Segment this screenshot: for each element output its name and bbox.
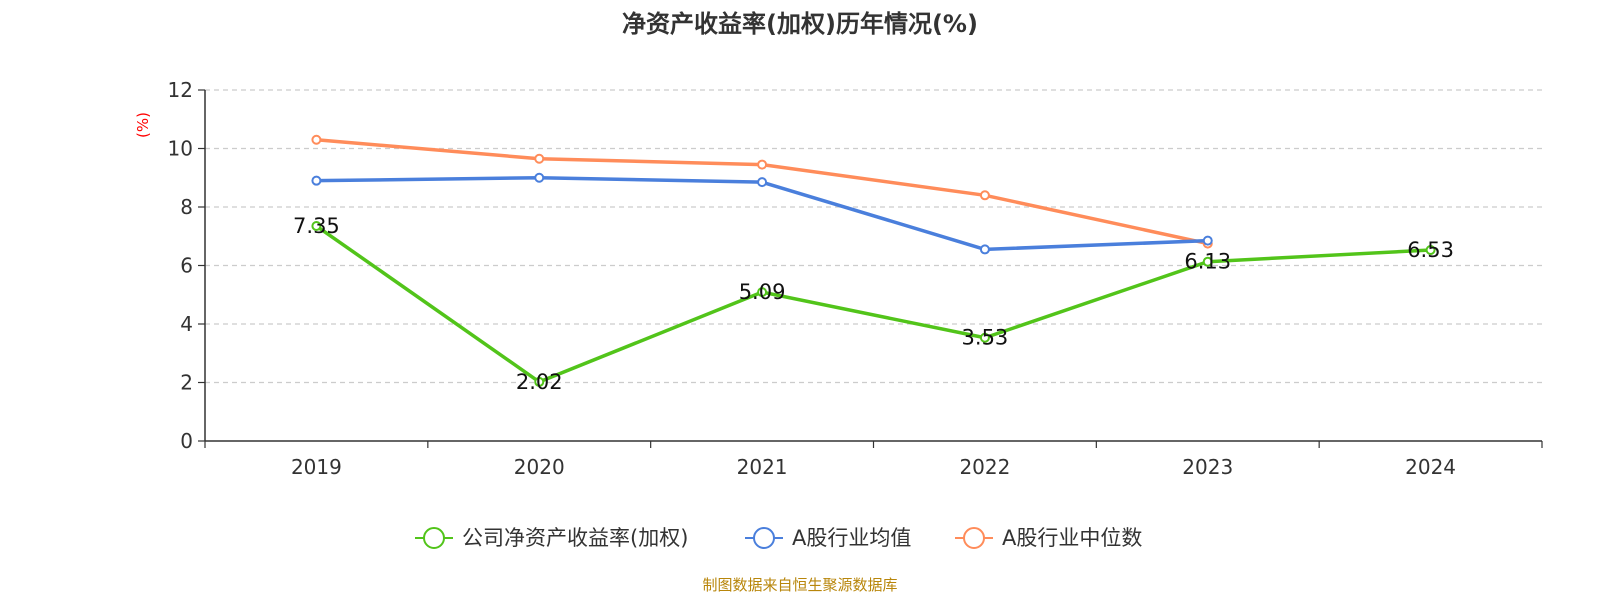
y-tick-label: 4 — [180, 312, 193, 336]
data-label: 5.09 — [739, 280, 786, 304]
legend-swatch-marker — [423, 527, 445, 549]
x-tick-label: 2019 — [291, 455, 342, 479]
data-point — [534, 376, 545, 387]
y-tick-label: 6 — [180, 254, 193, 278]
data-point — [757, 159, 768, 170]
series-group — [311, 134, 1436, 387]
data-point — [979, 244, 990, 255]
x-tick-label: 2023 — [1182, 455, 1233, 479]
data-label: 7.35 — [293, 214, 340, 238]
gridlines — [205, 89, 1542, 384]
data-labels: 7.35 2.02 5.09 3.53 6.13 6.53 — [293, 214, 1454, 394]
data-point — [979, 190, 990, 201]
source-note: 制图数据来自恒生聚源数据库 — [702, 576, 897, 594]
y-axis-label: (%) — [134, 112, 152, 138]
legend-swatch-marker — [963, 527, 985, 549]
legend-label: A股行业中位数 — [1002, 526, 1142, 550]
legend[interactable]: 公司净资产收益率(加权) A股行业均值 A股行业中位数 — [415, 526, 1142, 550]
series-line — [315, 224, 1431, 384]
y-tick-label: 12 — [168, 78, 193, 102]
data-point — [311, 134, 322, 145]
data-label: 6.53 — [1407, 238, 1454, 262]
data-label: 3.53 — [962, 326, 1009, 350]
data-point — [534, 172, 545, 183]
x-tick-label: 2022 — [959, 455, 1010, 479]
y-tick-label: 2 — [180, 371, 193, 395]
x-tick-label: 2020 — [514, 455, 565, 479]
data-point — [979, 332, 990, 343]
legend-item[interactable]: A股行业均值 — [745, 526, 911, 550]
legend-label: A股行业均值 — [792, 526, 911, 550]
legend-item[interactable]: A股行业中位数 — [955, 526, 1142, 550]
y-tick-label: 8 — [180, 195, 193, 219]
data-label: 6.13 — [1184, 250, 1231, 274]
legend-swatch-marker — [753, 527, 775, 549]
chart-title: 净资产收益率(加权)历年情况(%) — [622, 10, 978, 38]
data-point — [534, 153, 545, 164]
data-point — [311, 221, 322, 232]
data-point — [757, 287, 768, 298]
x-tick-label: 2021 — [737, 455, 788, 479]
data-point — [1202, 256, 1213, 267]
axes: 0 2 4 6 8 10 12 2019 2020 2021 2022 2023 2024 — [168, 78, 1543, 479]
data-label: 2.02 — [516, 370, 563, 394]
data-point — [1202, 235, 1213, 246]
data-point — [311, 175, 322, 186]
x-tick-label: 2024 — [1405, 455, 1456, 479]
series-line — [316, 137, 1209, 246]
data-point — [1425, 244, 1436, 255]
legend-label: 公司净资产收益率(加权) — [462, 526, 688, 550]
legend-item[interactable]: 公司净资产收益率(加权) — [415, 526, 688, 550]
y-tick-label: 10 — [168, 137, 193, 161]
y-tick-label: 0 — [180, 429, 193, 453]
data-point — [757, 177, 768, 188]
